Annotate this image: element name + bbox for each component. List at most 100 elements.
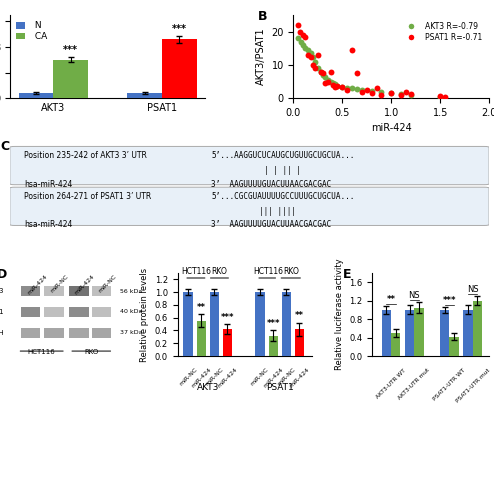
Text: miR-424: miR-424 (190, 367, 212, 389)
Text: 3’  AAGUUUUGUACUUAACGACGAC: 3’ AAGUUUUGUACUUAACGACGAC (211, 220, 331, 228)
FancyBboxPatch shape (10, 187, 489, 226)
Point (338, 82, 346, 90)
Text: RKO: RKO (283, 267, 299, 276)
Text: 40 kDa: 40 kDa (120, 310, 142, 314)
Text: AKT3: AKT3 (0, 288, 4, 294)
Bar (21, 307, 40, 317)
Text: hsa-miR-424: hsa-miR-424 (24, 180, 73, 188)
Text: B: B (258, 10, 268, 23)
Point (299, 41, 307, 49)
Text: 37 kDa: 37 kDa (120, 330, 142, 336)
Y-axis label: AKT3/PSAT1: AKT3/PSAT1 (256, 28, 266, 86)
Point (338, 82, 346, 90)
Point (330, 80, 338, 88)
Bar (92, 286, 111, 296)
Text: miR-NC: miR-NC (97, 274, 117, 293)
Text: GAPDH: GAPDH (0, 330, 4, 336)
Text: NS: NS (409, 290, 420, 300)
Point (317, 68, 325, 76)
FancyBboxPatch shape (10, 146, 489, 184)
Y-axis label: Relative luciferase activity: Relative luciferase activity (335, 258, 344, 370)
Point (397, 90, 405, 98)
Point (304, 51, 312, 59)
Point (353, 85, 361, 93)
Bar (463, 310, 473, 356)
Bar (53, 60, 88, 98)
Point (314, 51, 322, 59)
Text: D: D (0, 268, 7, 281)
Point (407, 90, 415, 98)
Bar (405, 310, 414, 356)
Text: **: ** (295, 311, 304, 320)
Text: HCT116: HCT116 (253, 267, 283, 276)
Text: AKT3-UTR WT: AKT3-UTR WT (375, 368, 407, 400)
Bar (450, 336, 459, 356)
Bar (473, 300, 482, 356)
Point (348, 46, 356, 54)
Text: NS: NS (467, 284, 479, 294)
Point (307, 52, 315, 60)
Text: | | || |: | | || | (264, 166, 301, 175)
Text: E: E (343, 268, 352, 281)
Point (343, 84, 351, 92)
Bar (381, 310, 391, 356)
Bar (391, 333, 400, 356)
Text: ***: *** (266, 319, 280, 328)
Point (324, 76, 331, 84)
Bar (44, 286, 64, 296)
Text: ***: *** (63, 46, 79, 56)
Point (368, 87, 375, 95)
Text: ***: *** (443, 296, 456, 305)
Text: PSAT1-UTR WT: PSAT1-UTR WT (432, 368, 466, 402)
Bar (44, 307, 64, 317)
Point (321, 72, 329, 80)
Text: HCT116: HCT116 (28, 350, 55, 356)
Text: ***: *** (220, 312, 234, 322)
Point (377, 91, 385, 99)
Text: miR-424: miR-424 (216, 367, 238, 389)
Bar (92, 328, 111, 338)
Bar (21, 286, 40, 296)
Text: ***: *** (172, 24, 187, 34)
Point (321, 79, 329, 87)
Point (353, 69, 361, 77)
Point (317, 68, 325, 76)
Bar (69, 286, 88, 296)
Text: PSAT1: PSAT1 (0, 309, 4, 315)
Point (387, 89, 395, 97)
X-axis label: miR-424: miR-424 (371, 124, 412, 134)
Bar (282, 292, 291, 356)
Text: PSAT1: PSAT1 (266, 382, 293, 392)
Bar (162, 40, 197, 98)
Text: **: ** (386, 295, 396, 304)
Point (301, 32, 309, 40)
Bar (183, 292, 193, 356)
Text: miR-424: miR-424 (262, 367, 284, 389)
Point (309, 52, 317, 60)
Point (304, 46, 312, 54)
Point (436, 92, 444, 100)
Bar (197, 321, 206, 356)
Point (368, 89, 375, 97)
Bar (44, 328, 64, 338)
Bar (127, 93, 162, 98)
Text: HCT116: HCT116 (181, 267, 211, 276)
Point (309, 61, 317, 69)
Text: 5’...AAGGUCUCAUGCUGUUGCUGCUA...: 5’...AAGGUCUCAUGCUGUUGCUGCUA... (211, 152, 355, 160)
Text: Position 264-271 of PSAT1 3’ UTR: Position 264-271 of PSAT1 3’ UTR (24, 192, 152, 201)
Point (329, 79, 336, 87)
Point (372, 84, 380, 92)
Text: 56 kDa: 56 kDa (120, 288, 142, 294)
Point (333, 82, 341, 90)
Bar (269, 336, 278, 356)
Point (327, 78, 334, 86)
Text: miR-424: miR-424 (288, 367, 310, 389)
Text: AKT3-UTR mut: AKT3-UTR mut (398, 368, 431, 401)
Point (441, 92, 449, 100)
Text: miR-NC: miR-NC (250, 367, 270, 387)
Bar (69, 328, 88, 338)
Point (407, 91, 415, 99)
Bar (295, 329, 304, 356)
Text: **: ** (197, 303, 206, 312)
Point (402, 88, 410, 96)
